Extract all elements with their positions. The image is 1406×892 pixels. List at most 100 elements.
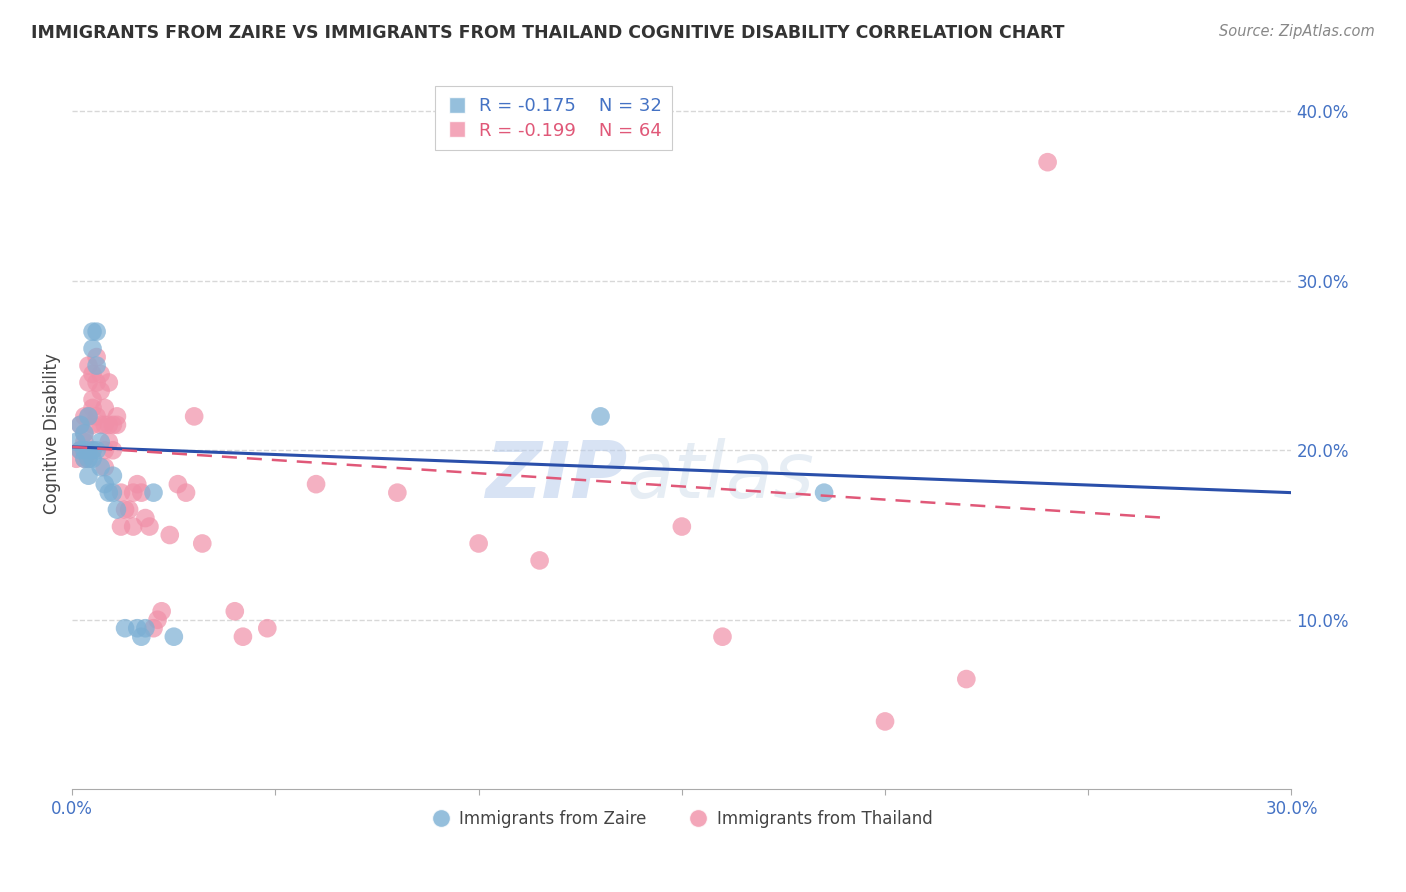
Point [97, 434, 120, 449]
Point [77, 409, 100, 424]
Point [159, 528, 181, 542]
Point [86, 350, 108, 364]
Point [65, 451, 87, 466]
Point [65, 434, 87, 449]
Point [90, 460, 112, 475]
Point [82, 367, 104, 381]
Point [77, 376, 100, 390]
Text: IMMIGRANTS FROM ZAIRE VS IMMIGRANTS FROM THAILAND COGNITIVE DISABILITY CORRELATI: IMMIGRANTS FROM ZAIRE VS IMMIGRANTS FROM… [31, 24, 1064, 42]
Point [86, 409, 108, 424]
Point [167, 477, 190, 491]
Point [73, 451, 96, 466]
Point [110, 485, 132, 500]
Point [82, 342, 104, 356]
Point [69, 443, 91, 458]
Point [101, 417, 124, 432]
Point [93, 443, 115, 458]
Point [711, 630, 734, 644]
Point [146, 613, 169, 627]
Point [105, 417, 128, 432]
Point [69, 417, 91, 432]
Point [131, 485, 153, 500]
Point [131, 630, 153, 644]
Text: atlas: atlas [627, 438, 815, 514]
Point [138, 519, 160, 533]
Point [873, 714, 896, 729]
Point [105, 502, 128, 516]
Point [671, 519, 693, 533]
Point [97, 417, 120, 432]
Point [82, 443, 104, 458]
Point [90, 367, 112, 381]
Point [114, 621, 136, 635]
Point [86, 376, 108, 390]
Point [77, 409, 100, 424]
Point [86, 325, 108, 339]
Point [183, 409, 205, 424]
Point [93, 477, 115, 491]
Point [77, 451, 100, 466]
Point [305, 477, 328, 491]
Point [127, 477, 149, 491]
Point [955, 672, 977, 686]
Point [134, 621, 156, 635]
Point [467, 536, 489, 550]
Point [90, 434, 112, 449]
Point [150, 604, 173, 618]
Point [73, 409, 96, 424]
Point [256, 621, 278, 635]
Point [82, 392, 104, 407]
Point [163, 630, 186, 644]
Point [82, 417, 104, 432]
Point [77, 468, 100, 483]
Point [529, 553, 551, 567]
Point [93, 401, 115, 415]
Point [90, 384, 112, 398]
Point [93, 417, 115, 432]
Y-axis label: Cognitive Disability: Cognitive Disability [44, 353, 60, 514]
Point [77, 451, 100, 466]
Text: ZIP: ZIP [485, 438, 627, 514]
Point [122, 485, 145, 500]
Point [387, 485, 409, 500]
Point [110, 519, 132, 533]
Point [127, 621, 149, 635]
Point [69, 417, 91, 432]
Point [101, 468, 124, 483]
Point [73, 434, 96, 449]
Point [142, 621, 165, 635]
Point [86, 359, 108, 373]
Point [118, 502, 141, 516]
Point [73, 443, 96, 458]
Point [86, 443, 108, 458]
Point [90, 417, 112, 432]
Point [122, 519, 145, 533]
Point [174, 485, 197, 500]
Point [101, 443, 124, 458]
Point [1036, 155, 1059, 169]
Point [93, 460, 115, 475]
Point [589, 409, 612, 424]
Point [73, 426, 96, 441]
Point [82, 325, 104, 339]
Point [813, 485, 835, 500]
Point [97, 485, 120, 500]
Point [77, 359, 100, 373]
Point [114, 502, 136, 516]
Point [224, 604, 246, 618]
Point [191, 536, 214, 550]
Point [82, 451, 104, 466]
Point [105, 409, 128, 424]
Point [142, 485, 165, 500]
Legend: Immigrants from Zaire, Immigrants from Thailand: Immigrants from Zaire, Immigrants from T… [425, 803, 939, 834]
Point [97, 376, 120, 390]
Point [82, 443, 104, 458]
Point [77, 443, 100, 458]
Point [134, 511, 156, 525]
Point [69, 443, 91, 458]
Point [232, 630, 254, 644]
Point [82, 401, 104, 415]
Point [101, 485, 124, 500]
Point [73, 426, 96, 441]
Text: Source: ZipAtlas.com: Source: ZipAtlas.com [1219, 24, 1375, 39]
